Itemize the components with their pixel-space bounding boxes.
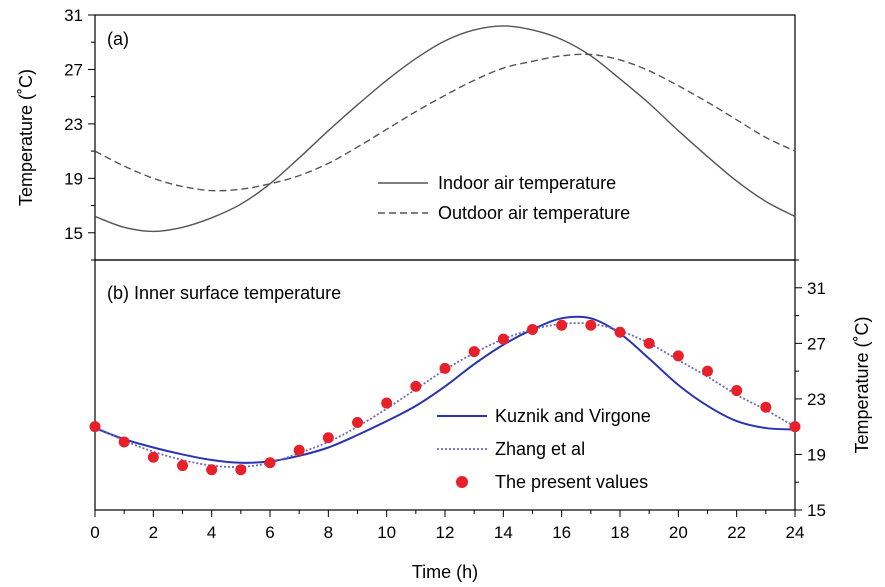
data-point-present xyxy=(702,365,713,377)
y-tick-label-a: 23 xyxy=(64,115,83,134)
data-point-present xyxy=(89,421,101,433)
data-point-present xyxy=(468,346,480,358)
legend-label-b-1: Kuznik and Virgone xyxy=(495,406,651,426)
legend-label-a-1: Indoor air temperature xyxy=(438,173,616,193)
data-point-present xyxy=(118,436,130,448)
data-point-present xyxy=(352,417,363,428)
y-tick-label-a: 19 xyxy=(64,169,83,188)
data-point-present xyxy=(585,319,597,331)
data-point-present xyxy=(439,362,451,374)
y-axis-title-b: Temperature (˚C) xyxy=(852,316,872,453)
y-tick-label-a: 31 xyxy=(64,6,83,25)
legend-label-b-2: Zhang et al xyxy=(495,439,585,459)
x-tick-label: 20 xyxy=(669,523,688,542)
y-axis-title-a: Temperature (˚C) xyxy=(16,69,36,206)
legend-label-b-3: The present values xyxy=(495,472,648,492)
x-tick-label: 8 xyxy=(324,523,333,542)
data-point-present xyxy=(322,432,334,444)
legend-swatch-b-3 xyxy=(456,476,468,488)
legend-label-a-2: Outdoor air temperature xyxy=(438,203,630,223)
y-tick-label-b: 27 xyxy=(807,334,826,353)
x-tick-label: 2 xyxy=(149,523,158,542)
data-point-present xyxy=(147,451,159,463)
x-tick-label: 10 xyxy=(377,523,396,542)
y-tick-label-b: 23 xyxy=(807,390,826,409)
y-tick-label-a: 15 xyxy=(64,224,83,243)
x-tick-label: 18 xyxy=(611,523,630,542)
data-point-present xyxy=(410,380,422,392)
series-line-a-1 xyxy=(94,25,796,233)
x-tick-label: 12 xyxy=(436,523,455,542)
data-point-present xyxy=(497,333,509,345)
x-tick-label: 24 xyxy=(786,523,805,542)
data-point-present xyxy=(177,460,188,472)
data-point-present xyxy=(643,337,655,349)
y-tick-label-b: 31 xyxy=(807,279,826,298)
y-tick-label-b: 19 xyxy=(807,445,826,464)
plot-frame-a xyxy=(94,14,796,261)
series-line-a-2 xyxy=(94,53,796,192)
series-line-b-1 xyxy=(94,315,796,464)
data-point-present xyxy=(527,323,538,335)
panel-label-b: (b) Inner surface temperature xyxy=(107,283,341,303)
data-point-present xyxy=(264,457,276,469)
panel-label-a: (a) xyxy=(107,29,129,49)
panel-a: 15 19 23 27 31 Temperature (˚C) (a) Indoor air … xyxy=(16,6,796,261)
data-point-present xyxy=(760,401,772,413)
data-point-present xyxy=(381,397,393,409)
data-point-present xyxy=(293,444,305,456)
data-point-present xyxy=(731,385,743,397)
data-point-present xyxy=(206,464,218,476)
data-point-present xyxy=(789,421,801,433)
x-tick-label: 6 xyxy=(265,523,274,542)
x-tick-label: 4 xyxy=(207,523,216,542)
y-tick-label-a: 27 xyxy=(64,60,83,79)
x-tick-label: 22 xyxy=(727,523,746,542)
x-tick-label: 16 xyxy=(552,523,571,542)
data-point-present xyxy=(672,350,684,362)
x-tick-label: 14 xyxy=(494,523,513,542)
y-tick-label-b: 15 xyxy=(807,501,826,520)
data-point-present xyxy=(235,464,247,476)
x-tick-label: 0 xyxy=(90,523,99,542)
data-point-present xyxy=(614,326,626,338)
data-point-present xyxy=(556,319,568,331)
x-axis-title: Time (h) xyxy=(412,562,478,582)
